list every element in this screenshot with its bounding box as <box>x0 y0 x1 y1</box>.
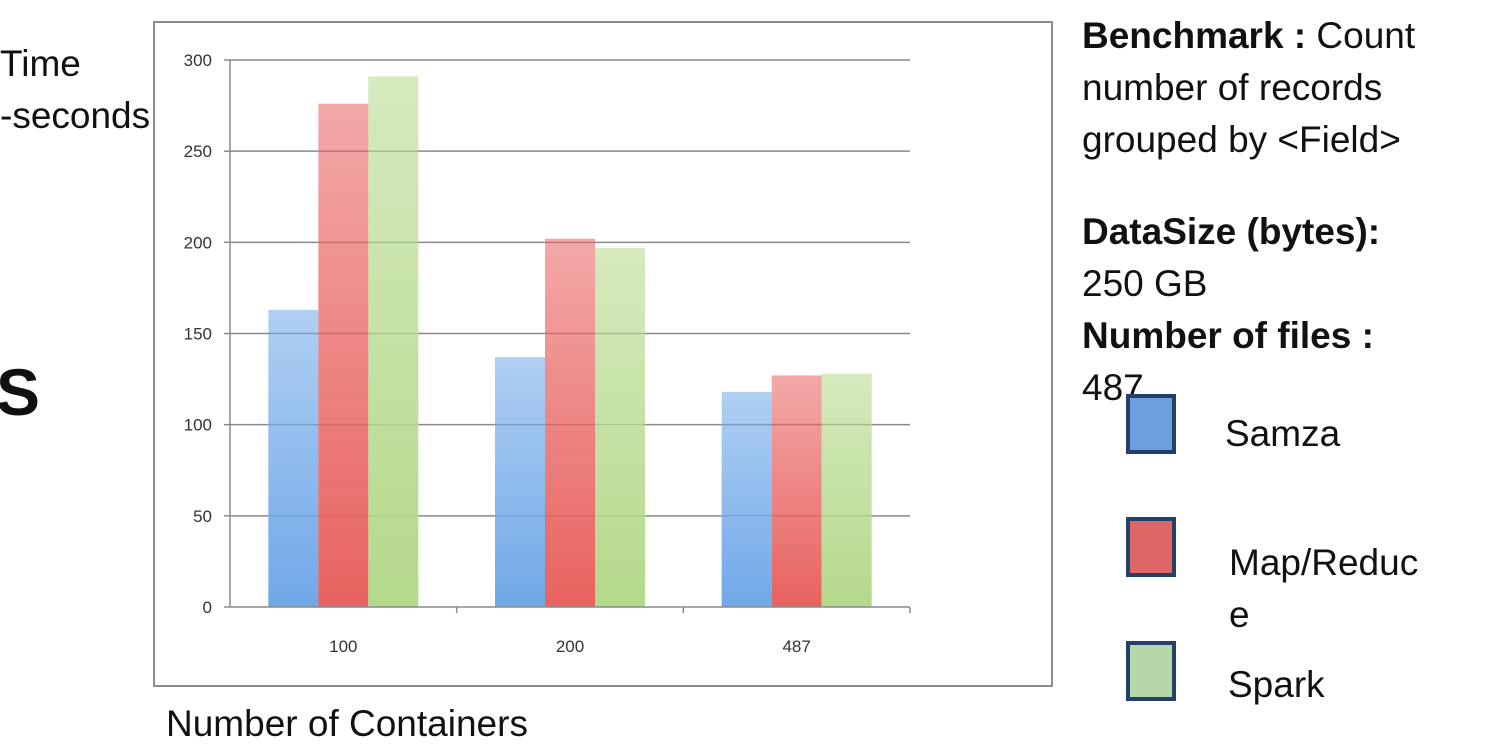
bar-spark-200 <box>595 247 645 607</box>
benchmark-description: Benchmark : Count number of records grou… <box>1082 10 1482 166</box>
x-tick-label-487: 487 <box>782 637 810 656</box>
legend-label-mapreduce-line2: e <box>1229 594 1250 635</box>
benchmark-value-line2: number of records <box>1082 67 1383 108</box>
y-tick-label-300: 300 <box>184 51 212 70</box>
bar-map-reduce-487 <box>771 375 822 607</box>
y-tick-label-0: 0 <box>203 598 212 617</box>
bar-map-reduce-100 <box>318 103 369 607</box>
bar-spark-100 <box>368 76 419 607</box>
legend-label-spark: Spark <box>1228 664 1325 705</box>
bars <box>268 76 872 608</box>
benchmark-value-line3: grouped by <Field> <box>1082 119 1401 160</box>
cropped-heading-letter: S <box>0 355 41 429</box>
y-axis-title-line1: Time <box>0 43 81 84</box>
datasize-value: 250 GB <box>1082 263 1208 304</box>
benchmark-label: Benchmark : <box>1082 15 1307 56</box>
axes: 0 50 100 150 200 250 300 100 200 487 <box>184 51 911 656</box>
bar-samza-200 <box>495 357 545 607</box>
legend-swatch-mapreduce <box>1126 517 1176 577</box>
y-tick-label-250: 250 <box>184 142 212 161</box>
y-tick-label-50: 50 <box>193 507 212 526</box>
bar-samza-100 <box>268 309 319 607</box>
files-label: Number of files : <box>1082 315 1374 356</box>
legend-label-mapreduce-line1: Map/Reduc <box>1229 542 1419 583</box>
bar-spark-487 <box>821 373 872 607</box>
legend-swatch-samza <box>1126 394 1176 454</box>
benchmark-info: Benchmark : Count number of records grou… <box>1082 10 1482 414</box>
y-tick-label-200: 200 <box>184 233 212 252</box>
x-axis-title: Number of Containers <box>166 703 528 744</box>
legend-label-samza: Samza <box>1225 413 1341 454</box>
legend-swatch-spark <box>1126 641 1176 701</box>
datasize-label: DataSize (bytes): <box>1082 211 1381 252</box>
bar-map-reduce-200 <box>545 238 595 608</box>
y-tick-label-100: 100 <box>184 416 212 435</box>
benchmark-value-line1: Count <box>1316 15 1416 56</box>
bar-chart: 0 50 100 150 200 250 300 100 200 487 <box>153 21 1053 687</box>
datasize-info: DataSize (bytes): 250 GB Number of files… <box>1082 206 1482 414</box>
y-axis-title: Time -seconds <box>0 38 150 142</box>
y-tick-label-150: 150 <box>184 325 212 344</box>
y-axis-title-line2: -seconds <box>0 95 151 136</box>
x-tick-label-100: 100 <box>329 637 357 656</box>
x-tick-label-200: 200 <box>556 637 584 656</box>
bar-samza-487 <box>721 391 772 607</box>
